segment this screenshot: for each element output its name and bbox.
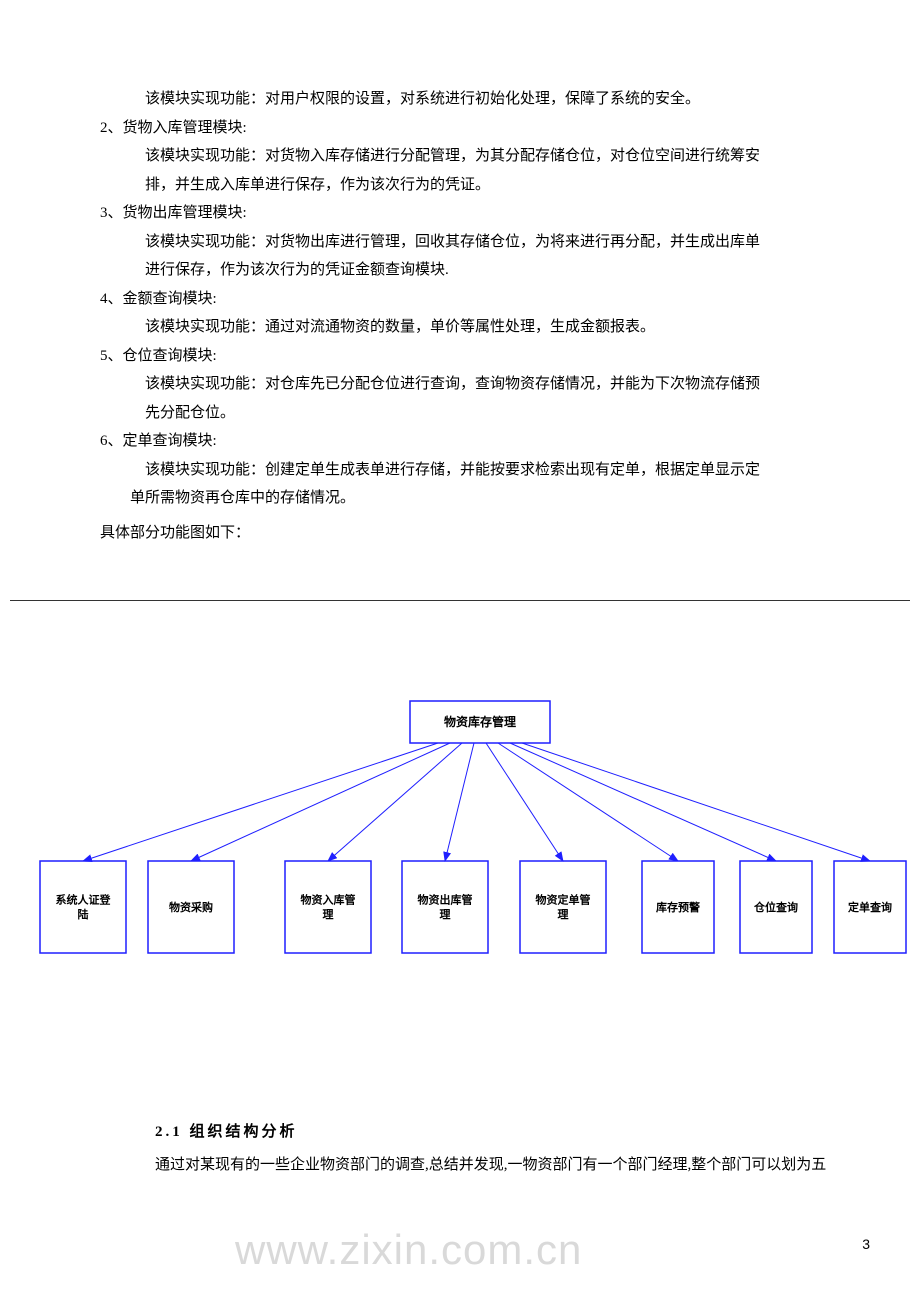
- page-body: 该模块实现功能：对用户权限的设置，对系统进行初始化处理，保障了系统的安全。 2、…: [0, 0, 920, 587]
- svg-text:物资采购: 物资采购: [169, 900, 213, 914]
- section-heading: 2.1 组织结构分析: [155, 1120, 890, 1141]
- svg-text:定单查询: 定单查询: [848, 900, 892, 914]
- paragraph: 该模块实现功能：对货物出库进行管理，回收其存储仓位，为将来进行再分配，并生成出库…: [100, 228, 830, 257]
- paragraph: 先分配仓位。: [100, 399, 830, 428]
- paragraph: 排，并生成入库单进行保存，作为该次行为的凭证。: [100, 171, 830, 200]
- item-title: 6、定单查询模块:: [100, 427, 830, 456]
- svg-text:仓位查询: 仓位查询: [753, 900, 798, 914]
- paragraph: 单所需物资再仓库中的存储情况。: [100, 484, 830, 513]
- watermark: www.zixin.com.cn: [235, 1226, 582, 1274]
- paragraph: 该模块实现功能：创建定单生成表单进行存储，并能按要求检索出现有定单，根据定单显示…: [100, 456, 830, 485]
- svg-text:库存预警: 库存预警: [656, 900, 700, 914]
- diagram-intro: 具体部分功能图如下：: [100, 519, 830, 548]
- item-title: 5、仓位查询模块:: [100, 342, 830, 371]
- paragraph: 该模块实现功能：对仓库先已分配仓位进行查询，查询物资存储情况，并能为下次物流存储…: [100, 370, 830, 399]
- bottom-section: 2.1 组织结构分析 通过对某现有的一些企业物资部门的调查,总结并发现,一物资部…: [155, 1120, 890, 1180]
- paragraph: 进行保存，作为该次行为的凭证金额查询模块.: [100, 256, 830, 285]
- paragraph: 该模块实现功能：对货物入库存储进行分配管理，为其分配存储仓位，对仓位空间进行统筹…: [100, 142, 830, 171]
- paragraph: 该模块实现功能：通过对流通物资的数量，单价等属性处理，生成金额报表。: [100, 313, 830, 342]
- item-title: 4、金额查询模块:: [100, 285, 830, 314]
- item-title: 3、货物出库管理模块:: [100, 199, 830, 228]
- item-title: 2、货物入库管理模块:: [100, 114, 830, 143]
- paragraph: 通过对某现有的一些企业物资部门的调查,总结并发现,一物资部门有一个部门经理,整个…: [155, 1151, 890, 1180]
- diagram-container: www.zixin.com.cn 物资库存管理系统人证登陆物资采购物资入库管理物…: [10, 600, 910, 1100]
- paragraph: 该模块实现功能：对用户权限的设置，对系统进行初始化处理，保障了系统的安全。: [100, 85, 830, 114]
- page-number: 3: [862, 1236, 870, 1252]
- hierarchy-diagram: 物资库存管理系统人证登陆物资采购物资入库管理物资出库管理物资定单管理库存预警仓位…: [10, 601, 920, 1041]
- svg-text:物资库存管理: 物资库存管理: [444, 714, 516, 729]
